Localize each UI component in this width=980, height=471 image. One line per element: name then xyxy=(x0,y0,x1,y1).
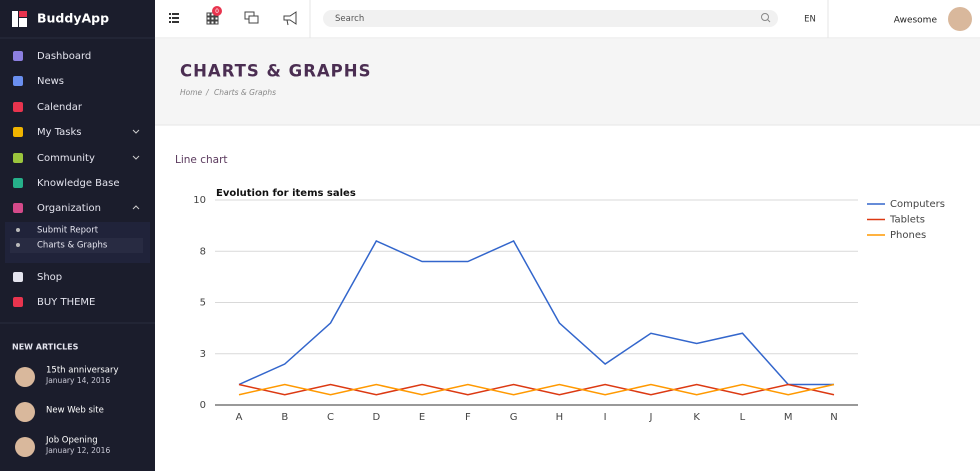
breadcrumb-separator: / xyxy=(205,88,210,97)
submenu-item[interactable]: Charts & Graphs xyxy=(37,241,108,251)
menu-icon xyxy=(13,203,23,213)
x-tick-label: C xyxy=(327,412,334,423)
y-tick-label: 8 xyxy=(200,246,206,257)
user-avatar[interactable] xyxy=(948,7,972,31)
avatar xyxy=(15,367,35,387)
x-tick-label: J xyxy=(648,412,652,423)
article[interactable]: Job Opening January 12, 2016 xyxy=(15,436,110,458)
data-line xyxy=(238,383,835,396)
x-tick-label: H xyxy=(556,412,564,423)
badge-count: 0 xyxy=(215,8,219,15)
search-placeholder[interactable]: Search xyxy=(335,14,364,24)
bullet xyxy=(16,243,20,247)
page-header xyxy=(155,39,980,125)
article[interactable]: New Web site xyxy=(15,402,104,422)
articles-heading: NEW ARTICLES xyxy=(12,343,79,352)
avatar xyxy=(15,437,35,457)
breadcrumb[interactable]: Home xyxy=(180,88,203,97)
article-date: January 12, 2016 xyxy=(45,446,110,455)
x-tick-label: D xyxy=(372,412,380,423)
menu-icon[interactable] xyxy=(169,13,179,23)
announce-icon[interactable] xyxy=(283,11,297,26)
legend-label: Tablets xyxy=(889,215,925,226)
y-tick-label: 0 xyxy=(200,400,206,411)
menu-item[interactable]: Knowledge Base xyxy=(37,178,120,189)
search-icon xyxy=(767,19,771,23)
menu-item[interactable]: Community xyxy=(37,153,95,164)
user-name[interactable]: Awesome xyxy=(894,16,938,26)
menu-item[interactable]: Organization xyxy=(37,203,101,214)
article-title[interactable]: 15th anniversary xyxy=(46,366,119,376)
x-tick-label: E xyxy=(419,412,425,423)
data-line xyxy=(238,240,834,386)
article-date: January 14, 2016 xyxy=(45,376,110,385)
brand[interactable]: BuddyApp xyxy=(37,11,109,26)
menu-icon xyxy=(13,297,23,307)
chat-icon[interactable] xyxy=(244,11,259,24)
search-icon[interactable] xyxy=(761,13,769,21)
menu-item[interactable]: Shop xyxy=(37,272,62,283)
article-title[interactable]: New Web site xyxy=(46,406,104,416)
y-tick-label: 10 xyxy=(193,195,206,206)
submenu-item[interactable]: Submit Report xyxy=(37,226,99,236)
y-tick-label: 3 xyxy=(200,349,206,360)
menu-item[interactable]: News xyxy=(37,76,64,87)
logo xyxy=(19,18,27,27)
active-item xyxy=(10,238,143,253)
menu-icon xyxy=(13,127,23,137)
menu-icon xyxy=(13,102,23,112)
badge xyxy=(212,6,222,16)
chart-title: Evolution for items sales xyxy=(216,188,356,199)
menu-item[interactable]: BUY THEME xyxy=(37,297,95,308)
x-tick-label: M xyxy=(784,412,793,423)
menu-icon xyxy=(13,51,23,61)
article[interactable]: 15th anniversary January 14, 2016 xyxy=(15,366,119,388)
article-title[interactable]: Job Opening xyxy=(45,436,98,446)
x-tick-label: F xyxy=(465,412,471,423)
menu-icon xyxy=(13,178,23,188)
logo xyxy=(12,11,18,27)
menu: Dashboard News Calendar My Tasks Community Kn… xyxy=(13,51,140,308)
avatar xyxy=(15,402,35,422)
breadcrumb: Charts & Graphs xyxy=(214,88,276,97)
menu-item[interactable]: My Tasks xyxy=(37,127,82,138)
chevron[interactable] xyxy=(132,205,140,210)
bullet xyxy=(16,228,20,232)
legend-label: Phones xyxy=(890,230,926,241)
search-box[interactable] xyxy=(323,10,778,27)
menu-icon xyxy=(13,76,23,86)
chevron[interactable] xyxy=(132,155,140,160)
legend-label: Computers xyxy=(890,199,945,210)
y-tick-label: 5 xyxy=(200,298,206,309)
x-tick-label: G xyxy=(510,412,518,423)
chart: 0 3 5 8 10 A B C D E F G H I J K L M N Computers Tablets Phon… xyxy=(193,195,945,423)
chevron[interactable] xyxy=(132,129,140,134)
x-tick-label: B xyxy=(281,412,288,423)
menu-icon xyxy=(13,153,23,163)
menu-item[interactable]: Dashboard xyxy=(37,51,91,62)
logo xyxy=(19,11,27,17)
menu-item[interactable]: Calendar xyxy=(37,102,83,113)
section-title: Line chart xyxy=(175,154,228,166)
x-tick-label: K xyxy=(693,412,700,423)
page-title: CHARTS & GRAPHS xyxy=(180,62,371,81)
menu-icon xyxy=(13,272,23,282)
x-tick-label: L xyxy=(740,412,746,423)
x-tick-label: N xyxy=(830,412,837,423)
x-tick-label: I xyxy=(604,412,607,423)
x-tick-label: A xyxy=(236,412,243,423)
language[interactable]: EN xyxy=(804,15,816,25)
